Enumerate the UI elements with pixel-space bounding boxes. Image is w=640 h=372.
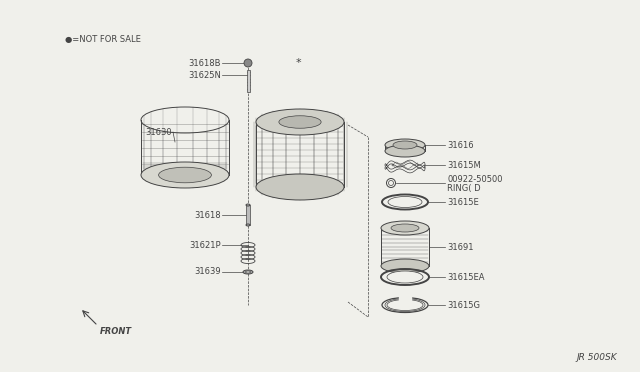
- Text: JR 500SK: JR 500SK: [577, 353, 617, 362]
- Text: 31621P: 31621P: [189, 241, 221, 250]
- Text: 31615G: 31615G: [447, 301, 480, 310]
- Text: ●=NOT FOR SALE: ●=NOT FOR SALE: [65, 35, 141, 44]
- Text: 31615M: 31615M: [447, 160, 481, 170]
- Text: 31615EA: 31615EA: [447, 273, 484, 282]
- Text: 00922-50500: 00922-50500: [447, 174, 502, 183]
- Ellipse shape: [141, 162, 229, 188]
- Ellipse shape: [387, 271, 423, 283]
- Ellipse shape: [381, 221, 429, 235]
- Ellipse shape: [243, 270, 253, 274]
- Ellipse shape: [246, 271, 250, 273]
- Ellipse shape: [159, 167, 211, 183]
- Ellipse shape: [388, 196, 422, 208]
- Text: RING( D: RING( D: [447, 183, 481, 192]
- Ellipse shape: [385, 145, 425, 157]
- Ellipse shape: [393, 141, 417, 149]
- Ellipse shape: [256, 174, 344, 200]
- Text: 31639: 31639: [195, 267, 221, 276]
- Bar: [246, 205, 250, 225]
- Ellipse shape: [387, 299, 423, 311]
- Ellipse shape: [246, 224, 250, 226]
- Ellipse shape: [256, 109, 344, 135]
- Ellipse shape: [391, 224, 419, 232]
- Text: 31615E: 31615E: [447, 198, 479, 206]
- Ellipse shape: [246, 204, 250, 206]
- Circle shape: [388, 180, 394, 186]
- Text: 31691: 31691: [447, 243, 474, 251]
- Text: *: *: [295, 58, 301, 68]
- Text: 31618: 31618: [195, 211, 221, 219]
- Text: 31618B: 31618B: [189, 58, 221, 67]
- Ellipse shape: [279, 116, 321, 128]
- Text: 31616: 31616: [447, 141, 474, 150]
- Ellipse shape: [381, 259, 429, 273]
- Ellipse shape: [385, 139, 425, 151]
- Text: FRONT: FRONT: [100, 327, 132, 336]
- Bar: [246, 70, 250, 92]
- Circle shape: [244, 59, 252, 67]
- Text: 31630: 31630: [145, 128, 172, 137]
- Text: 31625N: 31625N: [188, 71, 221, 80]
